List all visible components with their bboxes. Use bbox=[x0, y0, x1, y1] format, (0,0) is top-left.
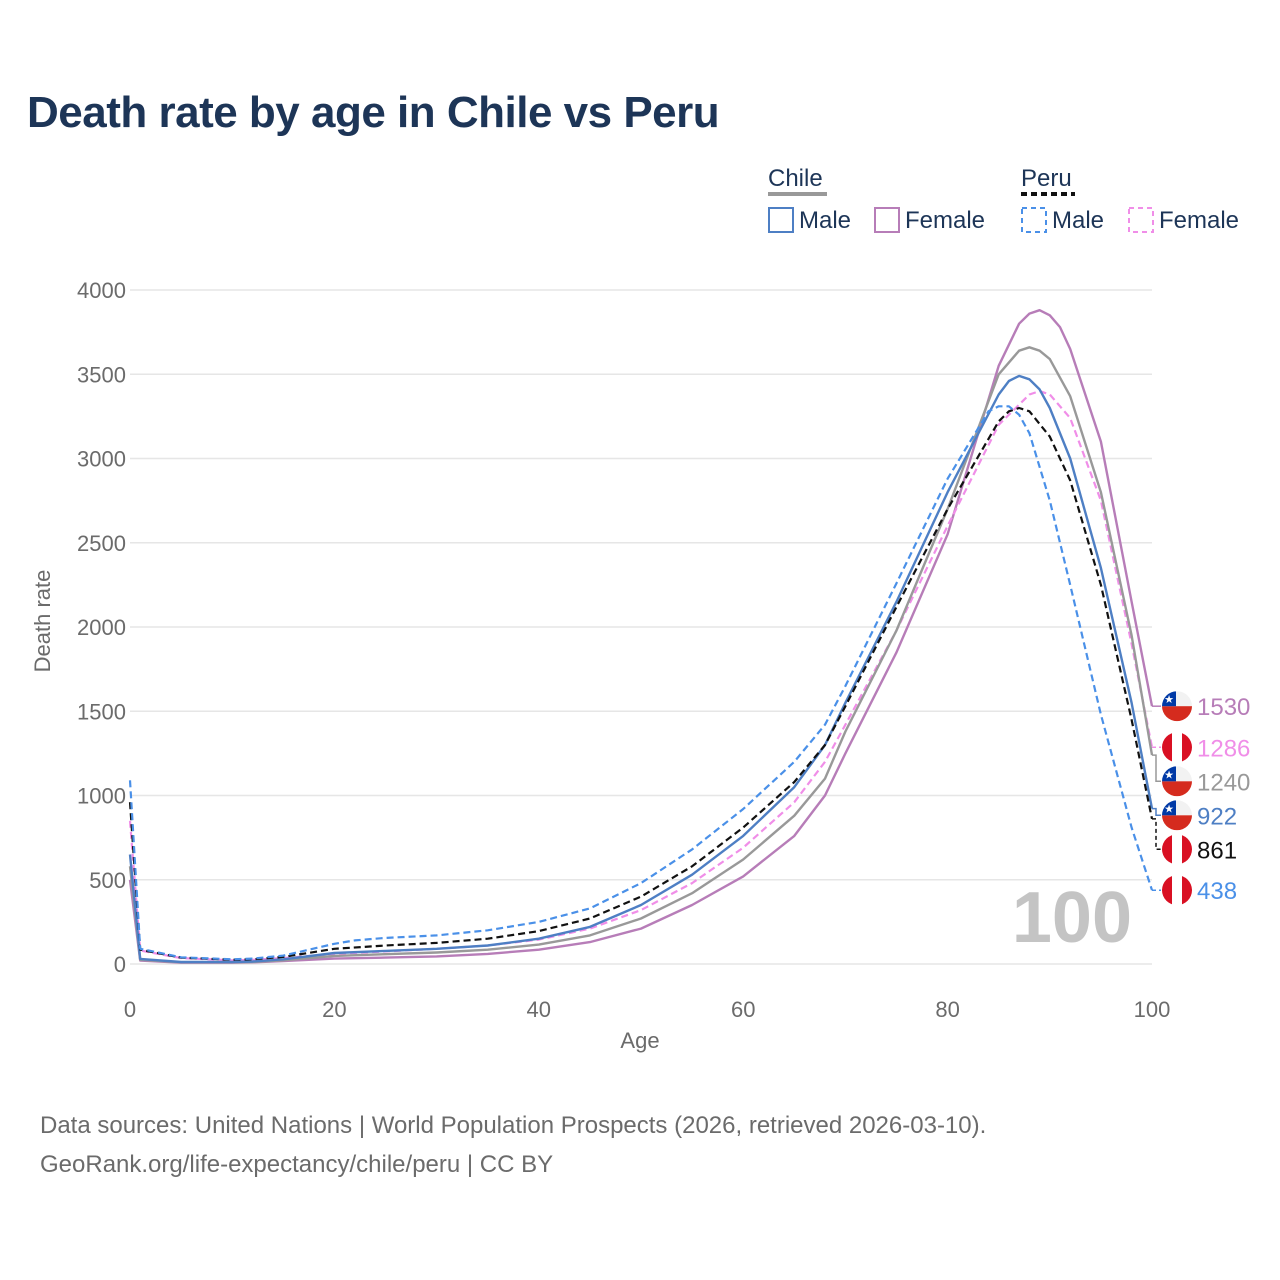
end-value-label: 1240 bbox=[1197, 769, 1250, 796]
legend-chile-male-swatch bbox=[768, 207, 794, 233]
end-label-connector bbox=[1152, 754, 1161, 783]
source-line-1: Data sources: United Nations | World Pop… bbox=[40, 1112, 987, 1139]
x-tick-label: 20 bbox=[322, 997, 346, 1022]
x-axis-ticks: 0 20 40 60 80 100 bbox=[124, 997, 1170, 1022]
legend-group-peru[interactable]: Peru bbox=[1021, 165, 1072, 192]
y-tick-label: 500 bbox=[89, 868, 126, 893]
y-tick-label: 4000 bbox=[77, 278, 126, 303]
y-axis-label: Death rate bbox=[30, 570, 55, 673]
source-note: Data sources: United Nations | World Pop… bbox=[40, 1106, 986, 1184]
source-line-2[interactable]: GeoRank.org/life-expectancy/chile/peru |… bbox=[40, 1151, 554, 1178]
y-tick-label: 3000 bbox=[77, 447, 126, 472]
legend-chile-female[interactable]: Female bbox=[905, 207, 985, 234]
end-value-label: 438 bbox=[1197, 878, 1237, 905]
x-axis-label: Age bbox=[620, 1028, 659, 1053]
end-label-connector bbox=[1152, 807, 1161, 817]
end-value-label: 1530 bbox=[1197, 694, 1250, 721]
legend-group-chile[interactable]: Chile bbox=[768, 165, 823, 192]
y-axis-ticks: 0 500 1000 1500 2000 2500 3000 3500 4000 bbox=[77, 278, 126, 977]
legend: Chile Peru Male Female Male Female bbox=[768, 165, 1239, 234]
x-tick-label: 40 bbox=[527, 997, 551, 1022]
x-tick-label: 0 bbox=[124, 997, 136, 1022]
end-value-label: 861 bbox=[1197, 837, 1237, 864]
peru-flag-icon bbox=[1162, 732, 1192, 763]
legend-peru-female[interactable]: Female bbox=[1159, 207, 1239, 234]
legend-chile-male[interactable]: Male bbox=[799, 207, 851, 234]
end-value-label: 922 bbox=[1197, 803, 1237, 830]
y-tick-label: 3500 bbox=[77, 362, 126, 387]
peru-flag-icon bbox=[1162, 875, 1192, 906]
svg-text:★: ★ bbox=[1164, 694, 1174, 706]
y-tick-label: 1000 bbox=[77, 784, 126, 809]
chart-title: Death rate by age in Chile vs Peru bbox=[27, 88, 720, 137]
series-lines bbox=[128, 309, 1154, 964]
series-line-chile-male[interactable] bbox=[128, 374, 1154, 964]
series-line-peru-female[interactable] bbox=[128, 390, 1154, 962]
series-line-chile-total[interactable] bbox=[128, 346, 1154, 964]
legend-peru-female-swatch bbox=[1128, 207, 1154, 233]
end-value-label: 1286 bbox=[1197, 735, 1250, 762]
x-tick-label: 60 bbox=[731, 997, 755, 1022]
series-line-chile-female[interactable] bbox=[128, 309, 1154, 964]
y-tick-label: 0 bbox=[114, 952, 126, 977]
chile-flag-icon: ★ bbox=[1162, 691, 1192, 722]
x-tick-label: 100 bbox=[1134, 997, 1171, 1022]
y-tick-label: 2000 bbox=[77, 615, 126, 640]
legend-peru-male[interactable]: Male bbox=[1052, 207, 1104, 234]
y-tick-label: 1500 bbox=[77, 699, 126, 724]
end-labels: ★ 1530 1286 ★ 1240 ★ 922 861 438 bbox=[1152, 691, 1250, 906]
grid-lines bbox=[130, 289, 1152, 965]
legend-chile-female-swatch bbox=[874, 207, 900, 233]
peru-flag-icon bbox=[1162, 834, 1192, 865]
series-line-peru-male[interactable] bbox=[128, 405, 1154, 961]
x-tick-label: 80 bbox=[935, 997, 959, 1022]
y-tick-label: 2500 bbox=[77, 531, 126, 556]
current-age-label: 100 bbox=[1012, 878, 1132, 958]
svg-text:★: ★ bbox=[1164, 769, 1174, 781]
series-line-peru-total[interactable] bbox=[128, 406, 1154, 961]
svg-text:★: ★ bbox=[1164, 803, 1174, 815]
chile-flag-icon: ★ bbox=[1162, 800, 1192, 831]
chile-flag-icon: ★ bbox=[1162, 766, 1192, 797]
legend-peru-male-swatch bbox=[1021, 207, 1047, 233]
end-label-connector bbox=[1152, 818, 1161, 851]
